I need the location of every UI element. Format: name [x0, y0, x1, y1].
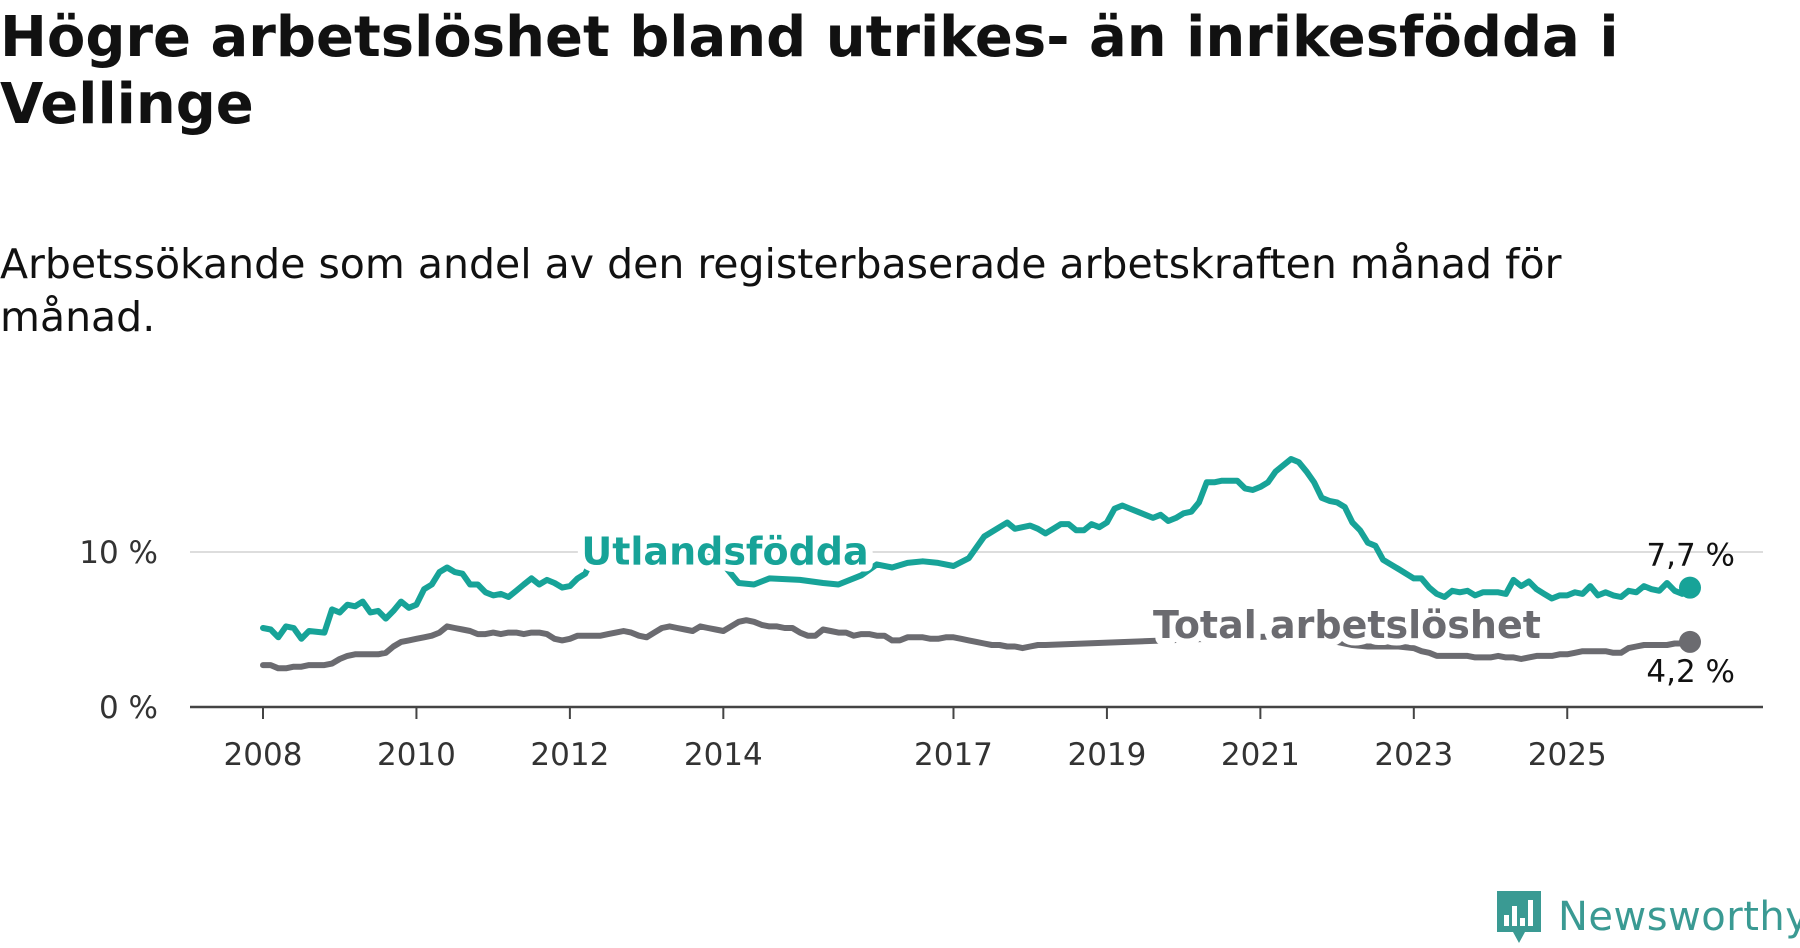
x-tick-label: 2014: [684, 737, 763, 773]
brand-name: Newsworthy: [1558, 894, 1800, 940]
y-axis-tick-labels: 0 % 10 %: [79, 535, 158, 726]
series-line-1: [260, 617, 1693, 672]
series-end-point-0: [1679, 576, 1701, 599]
series-label-1: Total arbetslöshet: [1153, 603, 1541, 647]
x-tick-label: 2025: [1528, 737, 1607, 773]
series-label-halo-1: Total arbetslöshet: [1153, 603, 1541, 647]
x-tick-label: 2019: [1067, 737, 1146, 773]
end-value-label-0: 7,7 %: [1646, 538, 1735, 574]
series-end-point-1: [1679, 630, 1701, 653]
x-tick-label: 2008: [224, 737, 303, 773]
x-tick-label: 2010: [377, 737, 456, 773]
newsworthy-logo: Newsworthy: [1494, 888, 1800, 946]
x-tick-label: 2012: [530, 737, 609, 773]
series-line-0: [260, 456, 1693, 642]
x-tick-label: 2023: [1374, 737, 1453, 773]
x-tick-label: 2021: [1221, 737, 1300, 773]
x-tick-label: 2017: [914, 737, 993, 773]
x-axis-tick-labels: 2008 2010 2012 2014 2017 2019 2021 2023 2025: [224, 737, 1607, 773]
chart-subtitle: Arbetssökande som andel av den registerb…: [0, 240, 1562, 342]
y-tick-label: 0 %: [99, 690, 158, 726]
chart-title: Högre arbetslöshet bland utrikes- än inr…: [0, 5, 1619, 138]
series-label-0: Utlandsfödda: [581, 529, 868, 573]
end-value-label-1: 4,2 %: [1646, 654, 1735, 690]
series-lines: [260, 456, 1701, 672]
y-tick-label: 10 %: [79, 535, 158, 571]
bar-chart-badge-icon: [1497, 891, 1541, 943]
x-axis: [190, 705, 1763, 719]
series-label-halo-0: Utlandsfödda: [581, 529, 868, 573]
